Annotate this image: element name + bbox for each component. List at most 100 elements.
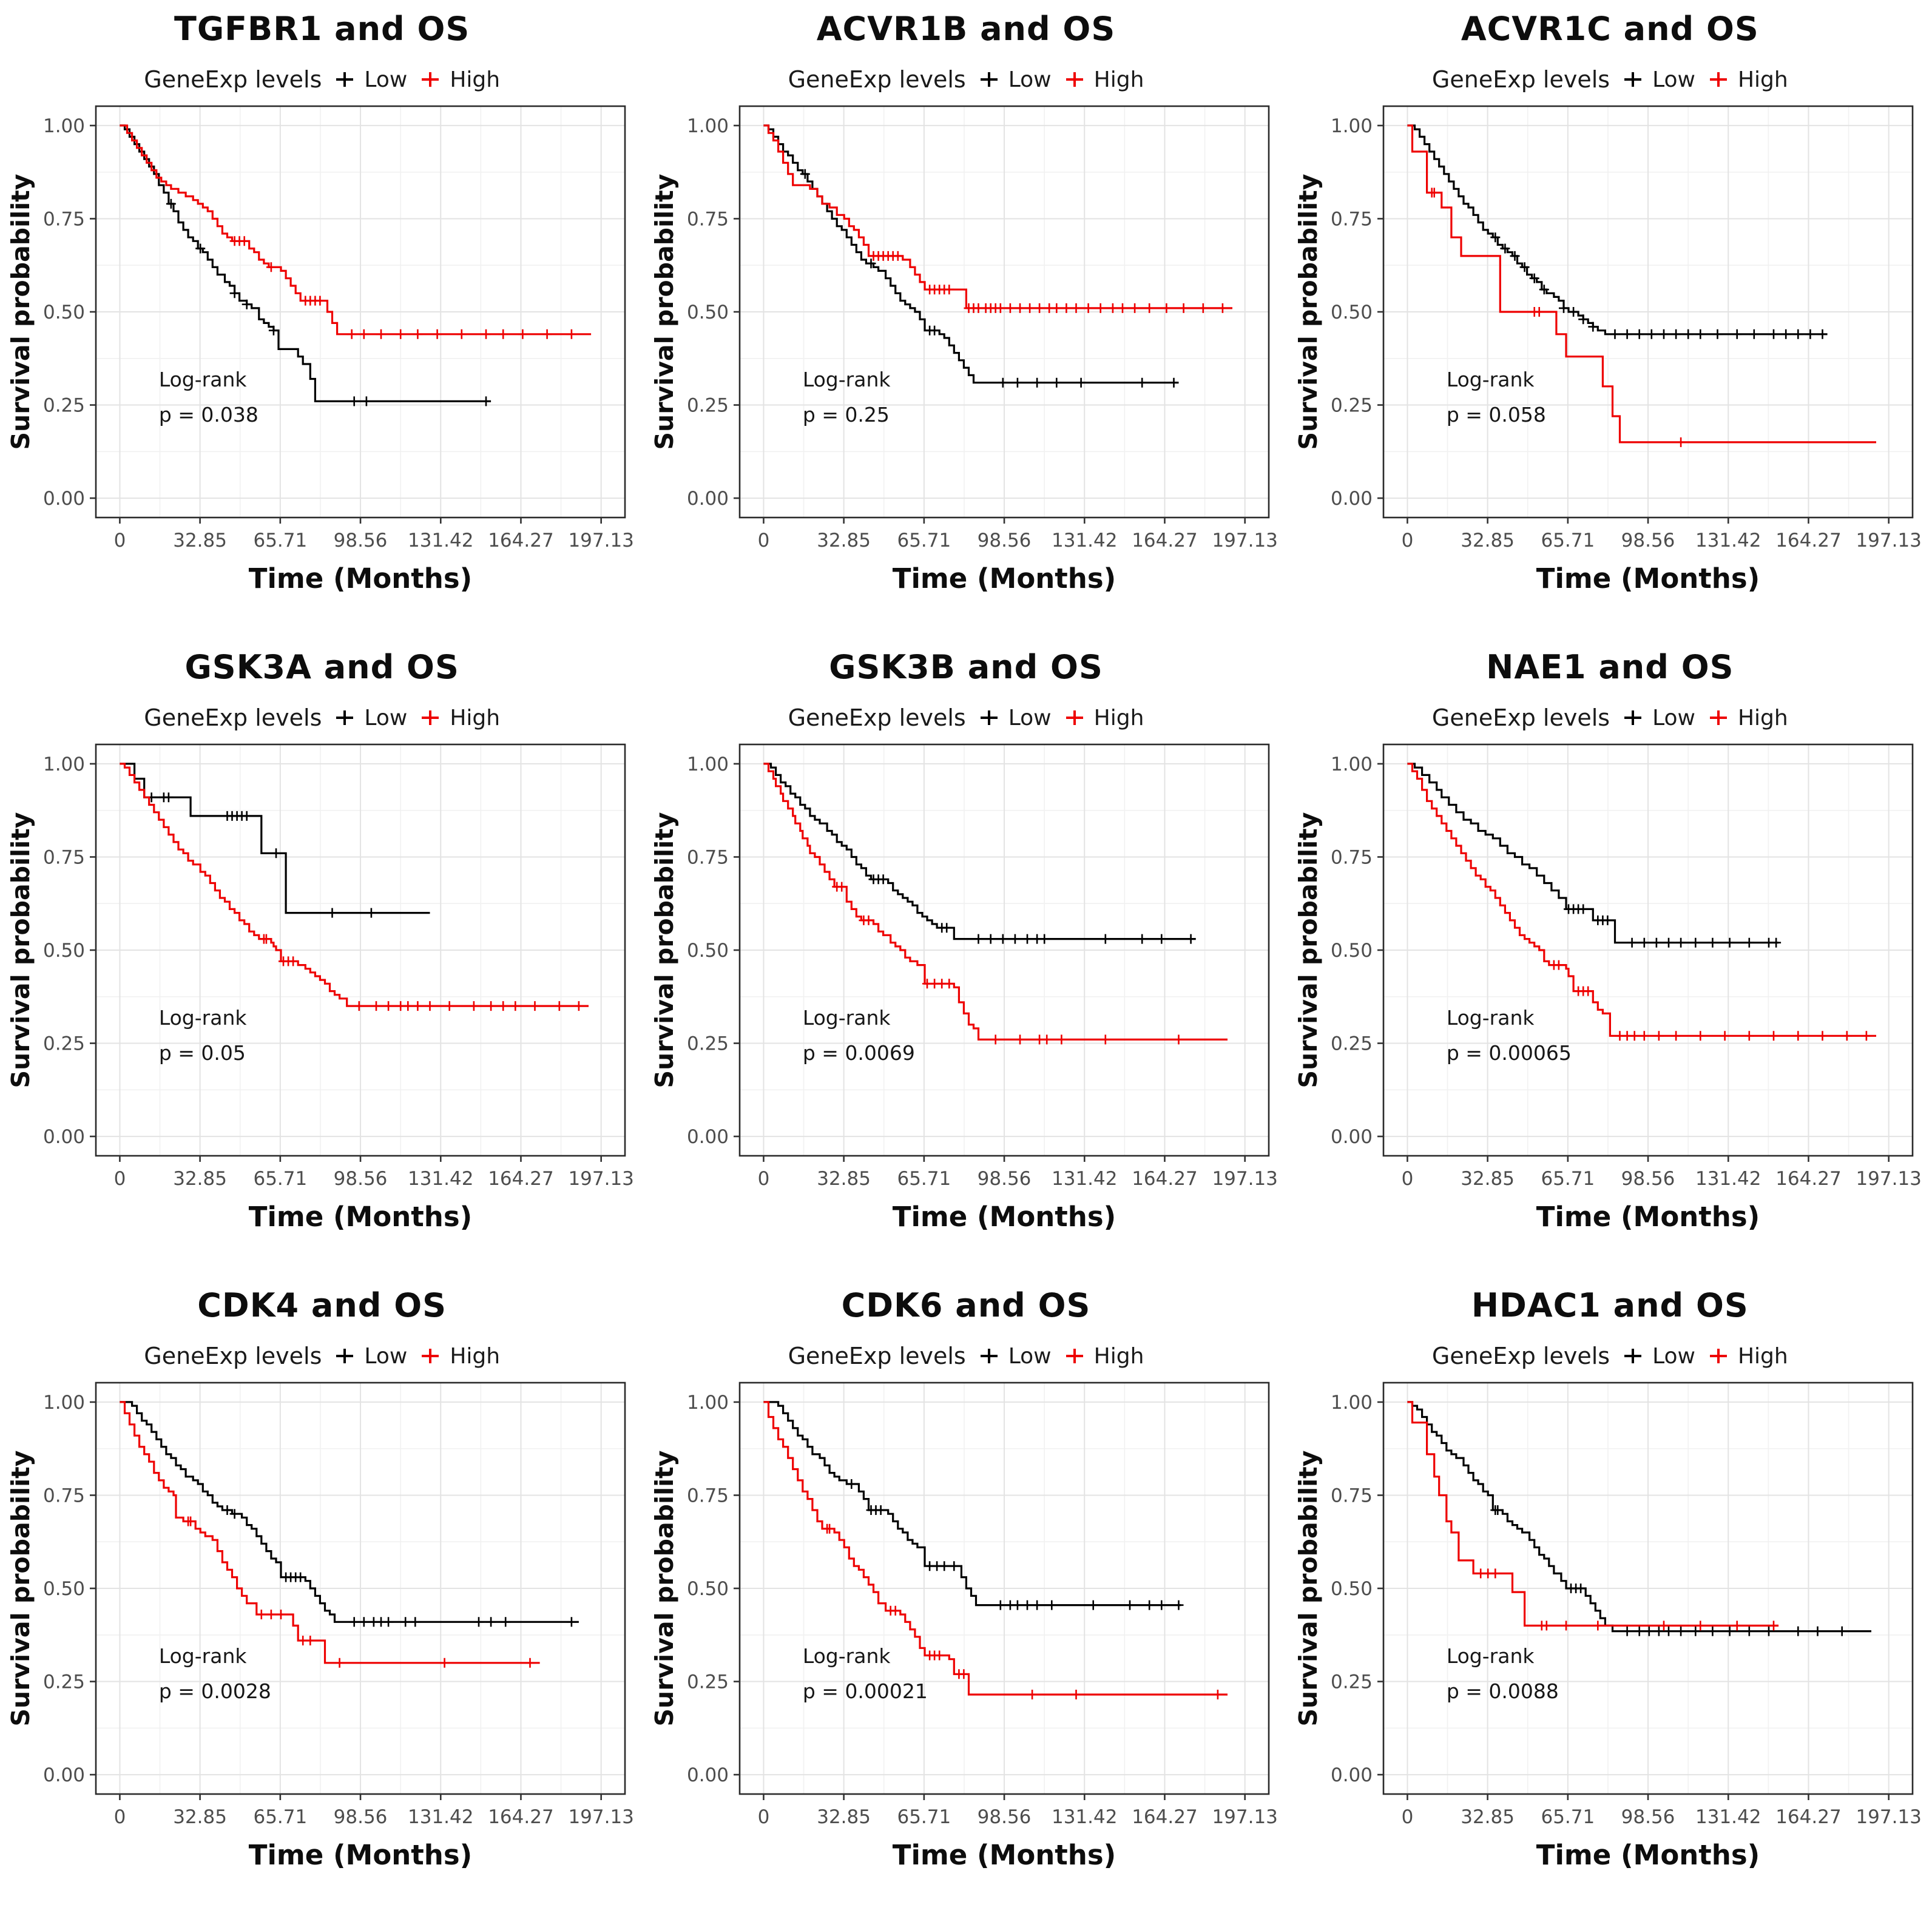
legend-key-high-plus-icon xyxy=(422,72,439,87)
censor-marks-high xyxy=(183,1516,535,1668)
legend-label-low: Low xyxy=(1008,1343,1052,1369)
y-axis-title: Survival probability xyxy=(650,174,679,450)
censor-marks-low xyxy=(1564,904,1782,948)
censor-marks-high xyxy=(822,1523,1223,1699)
plot-wrapper: Log-rank p = 0.00021 0 32.85 65.71 98.56 131.4… xyxy=(647,1375,1285,1889)
svg-text:0.75: 0.75 xyxy=(1331,846,1373,868)
svg-text:197.13: 197.13 xyxy=(1212,530,1277,552)
svg-text:131.42: 131.42 xyxy=(408,1168,473,1190)
legend-label-high: High xyxy=(1093,1343,1144,1369)
x-axis-ticks: 0 32.85 65.71 98.56 131.42 164.27 197.13 xyxy=(113,518,634,552)
plot-wrapper: Log-rank p = 0.058 0 32.85 65.71 98.56 131.42 1… xyxy=(1291,99,1928,612)
svg-text:32.85: 32.85 xyxy=(173,1806,227,1828)
y-axis-ticks: 0.00 0.25 0.50 0.75 1.00 xyxy=(43,115,96,510)
censor-marks-low xyxy=(846,1479,1184,1610)
logrank-label: Log-rank xyxy=(1447,1644,1535,1668)
x-axis-title: Time (Months) xyxy=(893,1201,1116,1233)
svg-text:65.71: 65.71 xyxy=(897,1806,951,1828)
svg-text:0.75: 0.75 xyxy=(687,846,729,868)
km-curve-high xyxy=(1407,763,1877,1037)
svg-text:1.00: 1.00 xyxy=(43,754,85,775)
svg-text:0: 0 xyxy=(113,1168,126,1190)
legend-key-low-plus-icon xyxy=(1624,72,1642,87)
censor-marks-low xyxy=(222,1505,576,1627)
legend-label-high: High xyxy=(1737,67,1788,92)
plot-wrapper: Log-rank p = 0.0088 0 32.85 65.71 98.56 131.42… xyxy=(1291,1375,1928,1889)
legend-title: GeneExp levels xyxy=(144,704,322,731)
svg-text:131.42: 131.42 xyxy=(1052,1168,1117,1190)
svg-text:197.13: 197.13 xyxy=(1856,530,1922,552)
svg-text:0.00: 0.00 xyxy=(43,1764,85,1786)
plot-wrapper: Log-rank p = 0.00065 0 32.85 65.71 98.56 131.4… xyxy=(1291,737,1928,1250)
legend: GeneExp levels Low High xyxy=(144,1343,500,1369)
legend-key-high-plus-icon xyxy=(422,710,439,725)
censor-marks-high xyxy=(1427,187,1686,447)
y-axis-title: Survival probability xyxy=(650,1450,679,1726)
km-plot: Log-rank p = 0.00065 0 32.85 65.71 98.56 131.4… xyxy=(1294,743,1922,1233)
km-plot: Log-rank p = 0.00021 0 32.85 65.71 98.56 131.4… xyxy=(650,1381,1278,1871)
x-axis-ticks: 0 32.85 65.71 98.56 131.42 164.27 197.13 xyxy=(758,518,1278,552)
svg-text:65.71: 65.71 xyxy=(897,1168,951,1190)
svg-text:32.85: 32.85 xyxy=(817,530,871,552)
svg-text:197.13: 197.13 xyxy=(568,1168,633,1190)
panel-title: CDK6 and OS xyxy=(841,1286,1091,1324)
svg-text:197.13: 197.13 xyxy=(1856,1168,1922,1190)
legend-key-high-plus-icon xyxy=(1066,710,1083,725)
censor-marks-high xyxy=(229,236,576,339)
svg-text:0.25: 0.25 xyxy=(687,1671,729,1693)
x-axis-title: Time (Months) xyxy=(248,562,471,595)
legend-key-low-plus-icon xyxy=(1624,1349,1642,1363)
svg-text:65.71: 65.71 xyxy=(1541,1168,1595,1190)
svg-text:131.42: 131.42 xyxy=(1695,1806,1761,1828)
svg-text:0.75: 0.75 xyxy=(687,208,729,230)
svg-text:131.42: 131.42 xyxy=(1052,1806,1117,1828)
legend-label-high: High xyxy=(1093,67,1144,92)
legend-key-high-plus-icon xyxy=(422,1349,439,1363)
km-panel-gsk3a: GSK3A and OS GeneExp levels Low High Log-ran… xyxy=(0,638,644,1277)
svg-text:0: 0 xyxy=(758,1806,770,1828)
legend-label-low: Low xyxy=(364,1343,408,1369)
svg-text:164.27: 164.27 xyxy=(1132,1168,1197,1190)
y-axis-title: Survival probability xyxy=(1294,174,1323,450)
panel-title: ACVR1C and OS xyxy=(1461,10,1759,48)
km-curve-high xyxy=(1407,124,1877,444)
km-panel-tgfbr1: TGFBR1 and OS GeneExp levels Low High Log-ra… xyxy=(0,0,644,638)
y-axis-ticks: 0.00 0.25 0.50 0.75 1.00 xyxy=(687,754,740,1148)
svg-text:0.50: 0.50 xyxy=(687,302,729,323)
gridlines-major xyxy=(1383,744,1913,1156)
censor-marks-high xyxy=(258,934,584,1011)
p-value-label: p = 0.058 xyxy=(1447,403,1546,427)
logrank-label: Log-rank xyxy=(803,368,891,391)
svg-text:0.75: 0.75 xyxy=(43,208,85,230)
censor-marks-high xyxy=(868,251,1228,313)
svg-text:164.27: 164.27 xyxy=(1776,1806,1842,1828)
plot-wrapper: Log-rank p = 0.05 0 32.85 65.71 98.56 131.42 16… xyxy=(4,737,641,1250)
km-curve-low xyxy=(1407,763,1779,944)
plot-wrapper: Log-rank p = 0.0069 0 32.85 65.71 98.56 131.42… xyxy=(647,737,1285,1250)
svg-text:65.71: 65.71 xyxy=(897,530,951,552)
legend-key-low-plus-icon xyxy=(336,1349,354,1363)
x-axis-title: Time (Months) xyxy=(1536,562,1760,595)
svg-text:164.27: 164.27 xyxy=(1132,1806,1197,1828)
svg-text:32.85: 32.85 xyxy=(817,1168,871,1190)
svg-text:98.56: 98.56 xyxy=(1621,1168,1675,1190)
censor-marks-low xyxy=(800,169,1179,388)
km-curve-high xyxy=(1407,1401,1779,1627)
y-axis-ticks: 0.00 0.25 0.50 0.75 1.00 xyxy=(1331,115,1384,510)
svg-text:0.00: 0.00 xyxy=(687,1126,729,1148)
svg-text:164.27: 164.27 xyxy=(488,1168,553,1190)
svg-text:131.42: 131.42 xyxy=(408,1806,473,1828)
y-axis-title: Survival probability xyxy=(1294,812,1323,1088)
legend-key-low-plus-icon xyxy=(980,710,998,725)
logrank-label: Log-rank xyxy=(158,368,247,391)
p-value-label: p = 0.00065 xyxy=(1447,1041,1572,1065)
censor-marks-high xyxy=(1549,960,1872,1041)
svg-text:0.00: 0.00 xyxy=(1331,488,1373,510)
y-axis-ticks: 0.00 0.25 0.50 0.75 1.00 xyxy=(1331,754,1384,1148)
svg-text:0.75: 0.75 xyxy=(43,846,85,868)
panel-title: GSK3A and OS xyxy=(184,648,459,686)
svg-text:65.71: 65.71 xyxy=(1541,1806,1595,1828)
legend-title: GeneExp levels xyxy=(144,1343,322,1369)
svg-text:0.50: 0.50 xyxy=(1331,1578,1373,1600)
